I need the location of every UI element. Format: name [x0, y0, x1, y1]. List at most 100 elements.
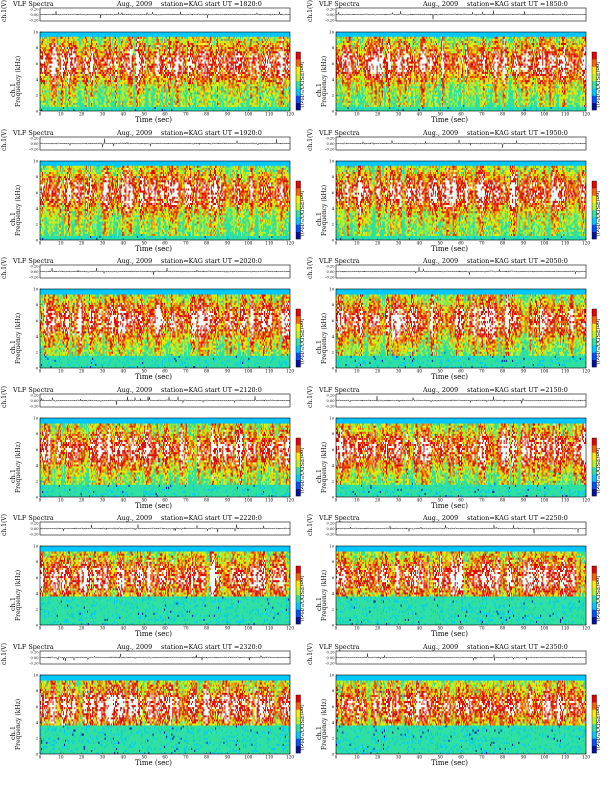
heatmap-cell	[116, 41, 117, 43]
heatmap-cell	[206, 99, 207, 101]
heatmap-cell	[80, 59, 81, 61]
heatmap-cell	[94, 68, 95, 70]
heatmap-cell	[88, 86, 89, 88]
heatmap-cell	[45, 64, 46, 66]
heatmap-cell	[117, 76, 118, 78]
heatmap-cell	[109, 64, 110, 66]
heatmap-cell	[204, 74, 205, 76]
heatmap-cell	[61, 105, 62, 107]
heatmap-cell	[191, 92, 192, 94]
heatmap-cell	[65, 72, 66, 74]
heatmap-cell	[150, 70, 151, 72]
heatmap-cell	[117, 68, 118, 70]
heatmap-cell	[160, 43, 161, 45]
heatmap-cell	[142, 43, 143, 45]
heatmap-cell	[198, 64, 199, 66]
heatmap-cell	[156, 103, 157, 105]
heatmap-cell	[170, 84, 171, 86]
heatmap-cell	[140, 39, 141, 41]
heatmap-cell	[42, 53, 43, 55]
heatmap-cell	[157, 95, 158, 97]
heatmap-cell	[115, 61, 116, 63]
heatmap-cell	[176, 72, 177, 74]
heatmap-cell	[155, 53, 156, 55]
heatmap-cell	[168, 55, 169, 57]
heatmap-cell	[208, 49, 209, 51]
heatmap-cell	[59, 68, 60, 70]
heatmap-cell	[144, 43, 145, 45]
heatmap-cell	[195, 53, 196, 55]
heatmap-cell	[73, 51, 74, 53]
heatmap-cell	[70, 53, 71, 55]
heatmap-cell	[159, 84, 160, 86]
heatmap-cell	[54, 61, 55, 63]
heatmap-cell	[99, 51, 100, 53]
heatmap-cell	[140, 99, 141, 101]
heatmap-cell	[180, 80, 181, 82]
heatmap-cell	[114, 97, 115, 99]
heatmap-cell	[175, 55, 176, 57]
heatmap-cell	[95, 66, 96, 68]
heatmap-cell	[120, 45, 121, 47]
heatmap-cell	[49, 90, 50, 92]
heatmap-cell	[137, 86, 138, 88]
heatmap-cell	[123, 39, 124, 41]
heatmap-cell	[132, 41, 133, 43]
heatmap-cell	[166, 70, 167, 72]
heatmap-cell	[66, 78, 67, 80]
heatmap-cell	[72, 80, 73, 82]
heatmap-cell	[110, 72, 111, 74]
heatmap-cell	[217, 78, 218, 80]
heatmap-cell	[94, 66, 95, 68]
heatmap-cell	[72, 84, 73, 86]
heatmap-cell	[195, 88, 196, 90]
heatmap-cell	[185, 51, 186, 53]
heatmap-cell	[175, 39, 176, 41]
heatmap-cell	[170, 55, 171, 57]
heatmap-cell	[116, 88, 117, 90]
heatmap-cell	[112, 53, 113, 55]
heatmap-cell	[179, 41, 180, 43]
heatmap-cell	[63, 68, 64, 70]
heatmap-cell	[178, 64, 179, 66]
heatmap-cell	[74, 92, 75, 94]
heatmap-cell	[105, 103, 106, 105]
heatmap-cell	[186, 41, 187, 43]
heatmap-cell	[212, 66, 213, 68]
heatmap-cell	[115, 84, 116, 86]
heatmap-cell	[214, 97, 215, 99]
heatmap-cell	[164, 57, 165, 59]
heatmap-cell	[72, 51, 73, 53]
heatmap-cell	[100, 61, 101, 63]
heatmap-cell	[93, 84, 94, 86]
heatmap-cell	[85, 37, 86, 39]
heatmap-cell	[68, 103, 69, 105]
heatmap-cell	[55, 90, 56, 92]
heatmap-cell	[196, 41, 197, 43]
heatmap-cell	[61, 76, 62, 78]
heatmap-cell	[191, 80, 192, 82]
heatmap-cell	[126, 103, 127, 105]
heatmap-cell	[196, 57, 197, 59]
heatmap-cell	[100, 45, 101, 47]
heatmap-cell	[168, 47, 169, 49]
heatmap-cell	[216, 101, 217, 103]
heatmap-cell	[63, 82, 64, 84]
heatmap-cell	[185, 78, 186, 80]
heatmap-cell	[154, 103, 155, 105]
heatmap-cell	[157, 72, 158, 74]
heatmap-cell	[199, 101, 200, 103]
heatmap-cell	[47, 70, 48, 72]
heatmap-cell	[85, 39, 86, 41]
heatmap-cell	[175, 64, 176, 66]
heatmap-cell	[72, 70, 73, 72]
heatmap-cell	[96, 68, 97, 70]
heatmap-cell	[184, 99, 185, 101]
heatmap-cell	[197, 39, 198, 41]
heatmap-cell	[141, 45, 142, 47]
heatmap-cell	[63, 70, 64, 72]
heatmap-cell	[115, 53, 116, 55]
heatmap-cell	[120, 37, 121, 39]
heatmap-cell	[168, 86, 169, 88]
heatmap-cell	[204, 39, 205, 41]
